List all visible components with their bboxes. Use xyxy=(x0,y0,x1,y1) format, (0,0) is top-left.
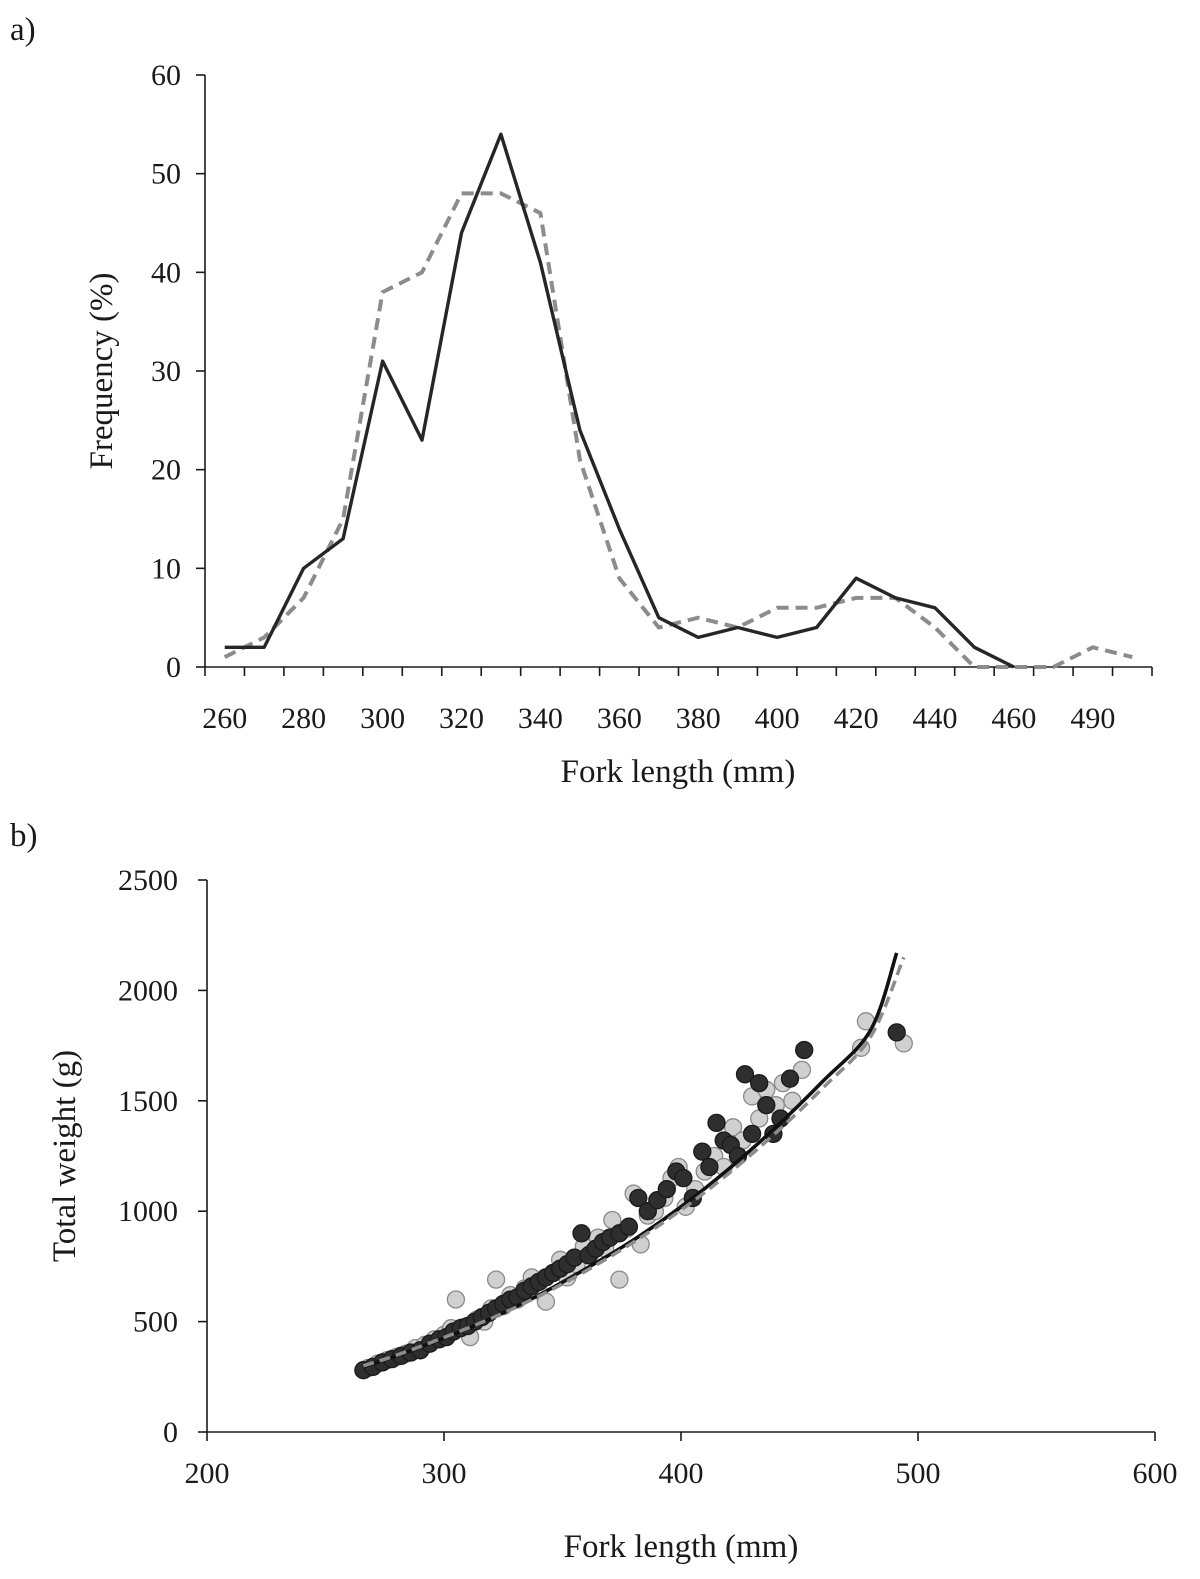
chart-a-y-tick-label: 50 xyxy=(151,158,181,191)
chart-b: 0 500 1000 1500 2000 2500 200 300 400 500 600 For… xyxy=(47,864,1178,1565)
chart-b-point-dark xyxy=(700,1157,719,1177)
chart-b-x-axis-label: Fork length (mm) xyxy=(564,1529,799,1565)
chart-a-x-tick-label: 340 xyxy=(518,702,563,735)
chart-b-fit-solid-line xyxy=(362,952,899,1369)
chart-b-y-tick-label: 1000 xyxy=(118,1195,178,1228)
chart-a-x-tick-label: 280 xyxy=(281,702,326,735)
chart-b-axes xyxy=(206,880,1155,1433)
chart-a-y-tick-label: 0 xyxy=(166,651,181,684)
chart-b-point-dark xyxy=(887,1023,906,1042)
chart-b-point-dark xyxy=(780,1069,800,1088)
chart-b-point-light xyxy=(446,1290,466,1309)
chart-b-point-dark xyxy=(742,1124,762,1144)
chart-b-y-tick-label: 2000 xyxy=(118,974,178,1007)
chart-a-x-tick-label: 460 xyxy=(991,702,1036,735)
chart-a-x-tick-label: 400 xyxy=(755,702,800,735)
chart-b-point-dark xyxy=(657,1179,676,1199)
chart-b-points xyxy=(354,1012,913,1380)
chart-b-point-light xyxy=(723,1118,743,1137)
chart-a-y-tick-label: 20 xyxy=(151,454,181,487)
chart-b-point-dark xyxy=(572,1224,591,1243)
chart-b-point-dark xyxy=(757,1096,776,1115)
chart-a-x-tick-label: 360 xyxy=(597,702,642,735)
chart-b-point-dark xyxy=(619,1217,639,1236)
chart-a-x-tick-label: 380 xyxy=(676,702,721,735)
chart-b-y-tick-label: 1500 xyxy=(118,1085,178,1118)
chart-b-point-light xyxy=(610,1270,629,1289)
chart-b-point-dark xyxy=(795,1040,814,1060)
chart-a-x-tick-label: 490 xyxy=(1070,702,1115,735)
chart-b-x-tick-label: 500 xyxy=(896,1457,941,1490)
chart-a-x-tick-label: 440 xyxy=(912,702,957,735)
chart-a-series-dashed-line xyxy=(223,191,1133,669)
panel-a-label: a) xyxy=(10,12,36,48)
chart-a-x-ticks: 260 280 300 320 340 360 380 400 420 440 460 490 xyxy=(202,667,1153,735)
chart-b-x-tick-label: 400 xyxy=(659,1457,704,1490)
chart-b-y-tick-label: 2500 xyxy=(118,864,178,897)
chart-a-x-tick-label: 300 xyxy=(360,702,405,735)
chart-b-point-dark xyxy=(629,1188,648,1208)
chart-a-x-tick-label: 260 xyxy=(202,702,247,735)
chart-a-series-solid-line xyxy=(224,132,1015,669)
panel-b-label: b) xyxy=(10,818,38,854)
chart-b-point-dark xyxy=(750,1073,769,1093)
chart-a-axes xyxy=(204,75,1152,668)
chart-a-y-tick-label: 10 xyxy=(151,552,181,585)
chart-b-point-light xyxy=(486,1270,506,1289)
chart-b-y-ticks: 0 500 1000 1500 2000 2500 xyxy=(118,864,207,1449)
chart-b-x-ticks: 200 300 400 500 600 xyxy=(185,1432,1178,1490)
chart-a: 0 10 20 30 40 50 60 260 280 300 320 340 360 380 400 42… xyxy=(84,59,1153,790)
chart-a-x-axis-label: Fork length (mm) xyxy=(561,754,796,790)
chart-b-point-dark xyxy=(735,1065,755,1084)
chart-a-y-tick-label: 30 xyxy=(151,355,181,388)
chart-b-y-axis-label: Total weight (g) xyxy=(47,1050,83,1262)
chart-b-fit-dashed-line xyxy=(362,956,906,1368)
chart-b-y-tick-label: 500 xyxy=(133,1306,178,1339)
chart-a-y-tick-label: 40 xyxy=(151,256,181,289)
chart-b-y-tick-label: 0 xyxy=(163,1416,178,1449)
chart-b-point-dark xyxy=(693,1142,712,1161)
chart-a-x-tick-label: 320 xyxy=(439,702,484,735)
chart-a-y-tick-label: 60 xyxy=(151,59,181,92)
chart-a-x-tick-label: 420 xyxy=(834,702,879,735)
chart-b-x-tick-label: 200 xyxy=(185,1457,230,1490)
chart-b-x-tick-label: 600 xyxy=(1133,1457,1178,1490)
chart-b-fit-lines xyxy=(362,952,906,1369)
chart-a-y-ticks: 0 10 20 30 40 50 60 xyxy=(151,59,205,684)
chart-a-y-axis-label: Frequency (%) xyxy=(84,272,120,469)
chart-a-series xyxy=(223,132,1133,669)
chart-b-x-tick-label: 300 xyxy=(422,1457,467,1490)
chart-b-point-dark xyxy=(707,1113,726,1133)
chart-b-point-dark xyxy=(674,1168,693,1188)
